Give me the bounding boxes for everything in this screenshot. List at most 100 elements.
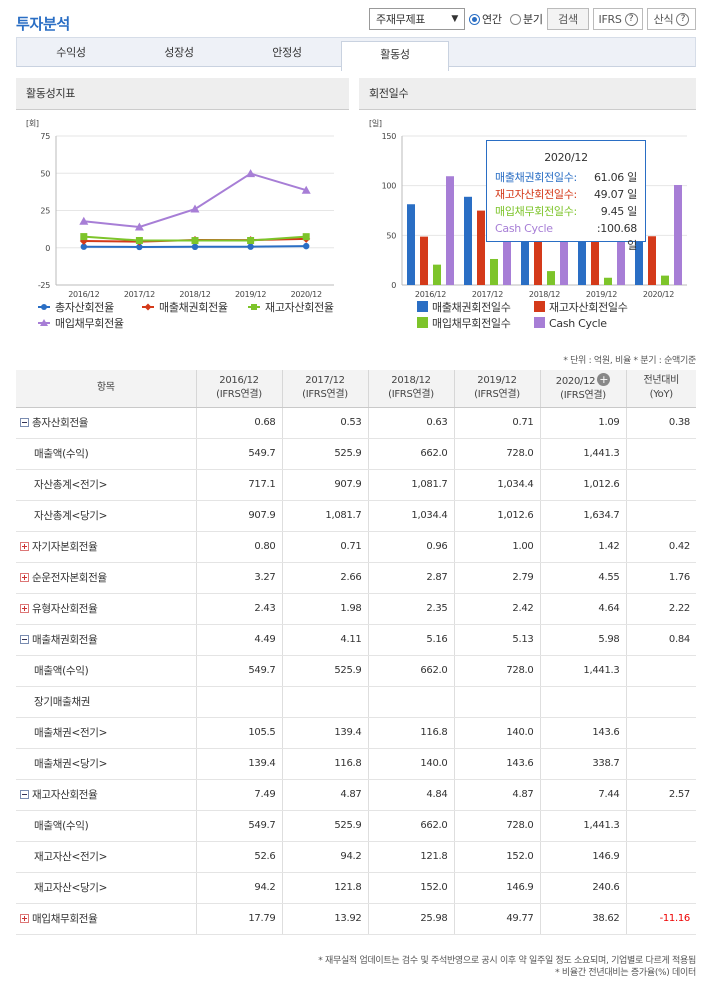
yoy-cell: 0.38 [625,407,696,439]
value-cell: 662.0 [367,810,454,842]
row-label[interactable]: 유형자산회전율 [16,593,196,625]
row-label-text: 자산총계<전기> [34,479,108,491]
yoy-cell [625,686,696,718]
row-label[interactable]: 재고자산회전율 [16,779,196,811]
table-row: 재고자산<당기> 94.2 121.8 152.0 146.9 240.6 [16,872,696,904]
row-label[interactable]: 매출채권회전율 [16,624,196,656]
y-tick-label: 0 [45,244,50,253]
y-tick-label: -25 [38,281,50,290]
footnote: * 비율간 전년대비는 증가율(%) 데이터 [555,968,696,978]
tooltip-value: 61.06 일 [593,171,637,184]
value-cell: 728.0 [453,655,540,687]
collapse-icon[interactable] [20,790,29,799]
col-header-text: (IFRS연결) [216,389,262,401]
value-cell: 146.9 [539,841,626,873]
value-cell: 94.2 [195,872,282,904]
statement-type-select[interactable]: 주재무제표 ▼ [369,8,465,30]
legend-marker [251,304,257,310]
expand-icon[interactable] [20,914,29,923]
bar [521,214,529,285]
value-cell: 152.0 [453,841,540,873]
data-point [136,243,143,251]
value-cell: 49.77 [453,903,540,935]
tab-growth[interactable]: 성장성 [164,46,194,59]
data-point [135,236,143,244]
bar [578,214,586,285]
annual-radio[interactable]: 연간 [469,8,502,30]
yoy-cell [625,810,696,842]
activity-line-chart: [회]75 50 25 0 -25 2016/12 2017/12 2018/12 2019/1… [26,119,334,330]
expand-icon[interactable] [20,604,29,613]
col-header: 2019/12 (IFRS연결) [453,370,540,408]
value-cell: 17.79 [195,903,282,935]
yoy-cell: 0.84 [625,624,696,656]
ifrs-button-label: IFRS [598,12,622,26]
tooltip-row: 매출채권회전일수: 61.06 일 [495,169,637,186]
bar [534,210,542,285]
value-cell: 7.49 [195,779,282,811]
data-point [301,185,311,194]
row-label[interactable]: 순운전자본회전율 [16,562,196,594]
tab-profitability[interactable]: 수익성 [56,46,86,59]
quarter-radio-label: 분기 [523,13,543,26]
value-cell: 0.63 [367,407,454,439]
col-header-text: 전년대비 [643,375,680,387]
row-label[interactable]: 총자산회전율 [16,407,196,439]
value-cell: 1,081.7 [367,469,454,501]
value-cell: 1,034.4 [367,500,454,532]
expand-column-icon[interactable]: + [597,373,611,387]
value-cell: 525.9 [281,810,368,842]
collapse-icon[interactable] [20,418,29,427]
quarter-radio-button[interactable] [510,13,521,25]
value-cell: 1,441.3 [539,438,626,470]
col-header: 2017/12 (IFRS연결) [281,370,368,408]
value-cell: 0.53 [281,407,368,439]
row-label-text: 자산총계<당기> [34,510,108,522]
value-cell: 116.8 [367,717,454,749]
x-tick-label: 2018/12 [529,290,560,299]
value-cell: 1.00 [453,531,540,563]
tab-activity[interactable]: 활동성 [341,41,449,71]
data-point [191,243,199,251]
tab-stability[interactable]: 안정성 [272,46,302,59]
tooltip-row: 재고자산회전일수: 49.07 일 [495,186,637,203]
legend-label: 재고자산회전일수 [549,300,628,314]
expand-icon[interactable] [20,542,29,551]
row-label[interactable]: 매입채무회전율 [16,903,196,935]
table-row: 매출액(수익) 549.7 525.9 662.0 728.0 1,441.3 [16,655,696,687]
turnover-days-title: 회전일수 [359,78,696,110]
row-label[interactable]: 자기자본회전율 [16,531,196,563]
value-cell: 4.55 [539,562,626,594]
legend-marker [41,304,47,310]
table-row: 총자산회전율 0.68 0.53 0.63 0.71 1.09 0.38 [16,407,696,439]
x-tick-label: 2020/12 [291,290,322,299]
value-cell: 1.09 [539,407,626,439]
row-label-text: 자기자본회전율 [32,541,98,553]
expand-icon[interactable] [20,573,29,582]
value-cell: 5.13 [453,624,540,656]
row-label: 매출채권<당기> [16,748,196,780]
value-cell: 1,081.7 [281,500,368,532]
ifrs-button[interactable]: IFRS? [593,8,643,30]
value-cell: 662.0 [367,438,454,470]
table-row: 재고자산<전기> 52.6 94.2 121.8 152.0 146.9 [16,841,696,873]
tooltip-label: Cash Cycle [495,222,553,235]
value-cell: 2.42 [453,593,540,625]
collapse-icon[interactable] [20,635,29,644]
y-tick-label: 0 [391,281,396,290]
value-cell: 4.64 [539,593,626,625]
yoy-cell [625,717,696,749]
col-header: 2018/12 (IFRS연결) [367,370,454,408]
value-cell: 1,634.7 [539,500,626,532]
value-cell: 2.66 [281,562,368,594]
chart-tooltip: 2020/12 매출채권회전일수: 61.06 일 재고자산회전일수: 49.07 … [486,140,646,252]
col-header-text: 2018/12 [391,375,431,387]
legend-label: 매입채무회전일수 [432,316,511,330]
annual-radio-button[interactable] [469,13,480,25]
bar [635,224,643,285]
legend-label: 총자산회전율 [55,301,114,314]
quarter-radio[interactable]: 분기 [510,8,543,30]
search-button[interactable]: 검색 [547,8,589,30]
value-cell: 525.9 [281,438,368,470]
formula-button[interactable]: 산식? [647,8,696,30]
